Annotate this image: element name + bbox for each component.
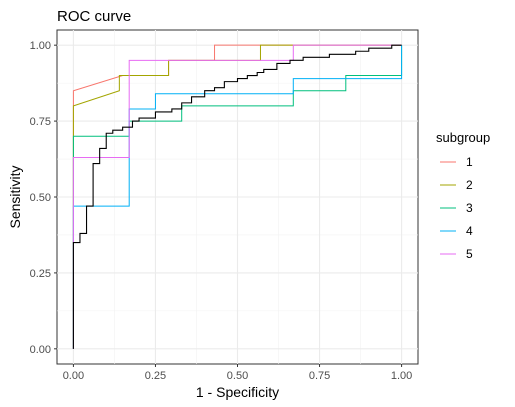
x-tick-label-4: 1.00 xyxy=(391,370,412,382)
x-tick-label-3: 0.75 xyxy=(309,370,330,382)
y-tick-label-2: 0.50 xyxy=(30,192,51,204)
overall-roc-line xyxy=(72,44,402,349)
x-tick-label-2: 0.50 xyxy=(227,370,248,382)
legend-title: subgroup xyxy=(436,130,490,145)
y-tick-label-1: 0.25 xyxy=(30,268,51,280)
y-tick-label-3: 0.75 xyxy=(30,116,51,128)
legend-label-3: 3 xyxy=(466,201,473,215)
series-layer xyxy=(72,44,403,349)
legend: subgroup 1 2 3 4 5 xyxy=(436,130,490,261)
axes-layer: 0.00 0.25 0.50 0.75 1.00 0.00 0.25 0.50 0.75 1.00 xyxy=(30,40,413,382)
x-tick-label-0: 0.00 xyxy=(63,370,84,382)
series-line-2 xyxy=(72,44,402,349)
x-axis-title: 1 - Specificity xyxy=(196,384,279,400)
y-tick-label-4: 1.00 xyxy=(30,40,51,52)
legend-label-4: 4 xyxy=(466,224,473,238)
y-tick-label-0: 0.00 xyxy=(30,344,51,356)
legend-label-5: 5 xyxy=(466,247,473,261)
series-line-3 xyxy=(72,45,403,349)
series-line-4 xyxy=(72,45,403,349)
y-axis-title: Sensitivity xyxy=(7,165,23,228)
legend-label-2: 2 xyxy=(466,178,473,192)
chart-title: ROC curve xyxy=(57,8,131,25)
legend-label-1: 1 xyxy=(466,155,473,169)
series-line-5 xyxy=(72,44,402,349)
x-tick-label-1: 0.25 xyxy=(145,370,166,382)
